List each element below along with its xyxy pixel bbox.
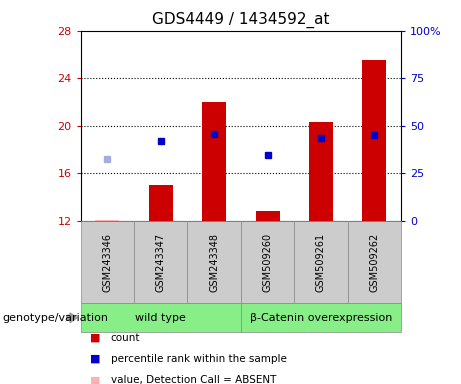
Text: genotype/variation: genotype/variation [2, 313, 108, 323]
Bar [362, 60, 386, 221]
Text: GSM243346: GSM243346 [102, 233, 112, 291]
Text: count: count [111, 333, 140, 343]
Bar [309, 122, 333, 221]
Text: GSM509261: GSM509261 [316, 233, 326, 291]
Text: percentile rank within the sample: percentile rank within the sample [111, 354, 287, 364]
Text: GSM509262: GSM509262 [369, 232, 379, 292]
Text: GSM243347: GSM243347 [156, 233, 166, 291]
Bar [255, 211, 279, 221]
Text: β-Catenin overexpression: β-Catenin overexpression [250, 313, 392, 323]
Text: GSM509260: GSM509260 [263, 233, 272, 291]
Text: GSM243348: GSM243348 [209, 233, 219, 291]
Title: GDS4449 / 1434592_at: GDS4449 / 1434592_at [152, 12, 330, 28]
Bar [202, 102, 226, 221]
Text: ■: ■ [90, 333, 100, 343]
Bar [149, 185, 173, 221]
Text: ■: ■ [90, 375, 100, 384]
Bar [95, 220, 119, 221]
Text: ■: ■ [90, 354, 100, 364]
Text: value, Detection Call = ABSENT: value, Detection Call = ABSENT [111, 375, 276, 384]
Text: wild type: wild type [136, 313, 186, 323]
